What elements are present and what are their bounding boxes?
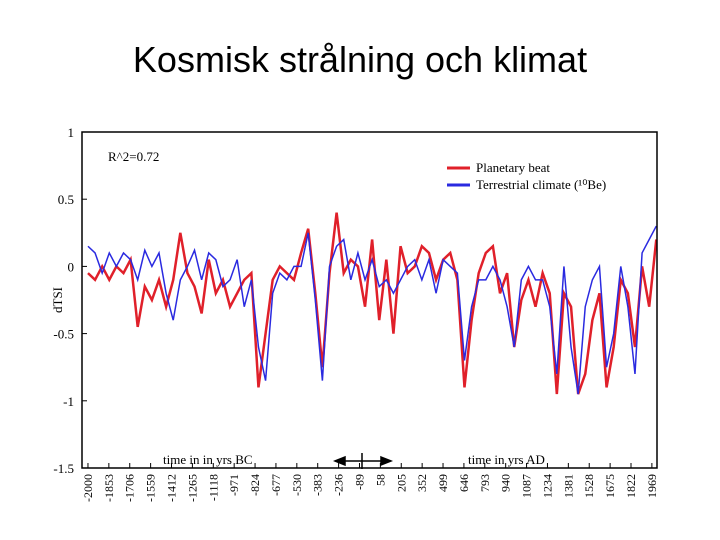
x-tick-label: -1118 xyxy=(206,474,220,501)
x-tick-label: 940 xyxy=(499,474,513,492)
x-tick-label: -2000 xyxy=(81,474,95,502)
annotation: time in in yrs BC xyxy=(163,452,253,467)
x-tick-label: -677 xyxy=(269,474,283,496)
x-tick-label: -1559 xyxy=(144,474,158,502)
x-tick-label: -1853 xyxy=(102,474,116,502)
x-tick-label: -383 xyxy=(311,474,325,496)
y-tick-label: 0.5 xyxy=(58,192,74,207)
x-tick-label: -1412 xyxy=(165,474,179,502)
annotation: time in yrs AD xyxy=(468,452,545,467)
x-tick-label: -89 xyxy=(352,474,366,490)
y-tick-label: -0.5 xyxy=(53,327,74,342)
y-tick-label: 0 xyxy=(68,259,75,274)
plot-frame xyxy=(81,131,658,469)
y-tick-label: -1 xyxy=(63,394,74,409)
series-line xyxy=(87,225,657,395)
x-tick-label: 205 xyxy=(394,474,408,492)
x-tick-label: 499 xyxy=(436,474,450,492)
x-tick-label: 1969 xyxy=(645,474,659,498)
y-axis-label: dTSI xyxy=(50,287,65,313)
chart: 1 0.5 0 -0.5 -1 -1.5 -2000 -1853 -1706 -1559 -1412… xyxy=(53,125,658,502)
x-tick-label: 1381 xyxy=(561,474,575,498)
y-tick-label: -1.5 xyxy=(53,461,74,476)
series-line xyxy=(87,212,658,395)
x-tick-label: 352 xyxy=(415,474,429,492)
legend-label: Terrestrial climate (¹⁰Be) xyxy=(476,177,606,192)
x-tick-label: -824 xyxy=(248,474,262,496)
x-tick-label: -1706 xyxy=(123,474,137,502)
y-tick-label: 1 xyxy=(68,125,75,140)
era-arrow xyxy=(332,453,394,469)
annotation: R^2=0.72 xyxy=(108,149,159,164)
slide-title: Kosmisk strålning och klimat xyxy=(133,39,587,80)
x-tick-label: 1675 xyxy=(603,474,617,498)
x-tick-label: 793 xyxy=(478,474,492,492)
x-tick-label: 1528 xyxy=(582,474,596,498)
x-tick-label: -1265 xyxy=(185,474,199,502)
legend-label: Planetary beat xyxy=(476,160,550,175)
x-tick-label: 58 xyxy=(373,474,387,486)
x-tick-label: -236 xyxy=(332,474,346,496)
x-tick-label: 1087 xyxy=(520,474,534,498)
x-tick-label: 646 xyxy=(457,474,471,492)
x-tick-label: -530 xyxy=(290,474,304,496)
x-tick-label: 1822 xyxy=(624,474,638,498)
x-tick-label: 1234 xyxy=(540,474,554,498)
x-tick-label: -971 xyxy=(227,474,241,496)
